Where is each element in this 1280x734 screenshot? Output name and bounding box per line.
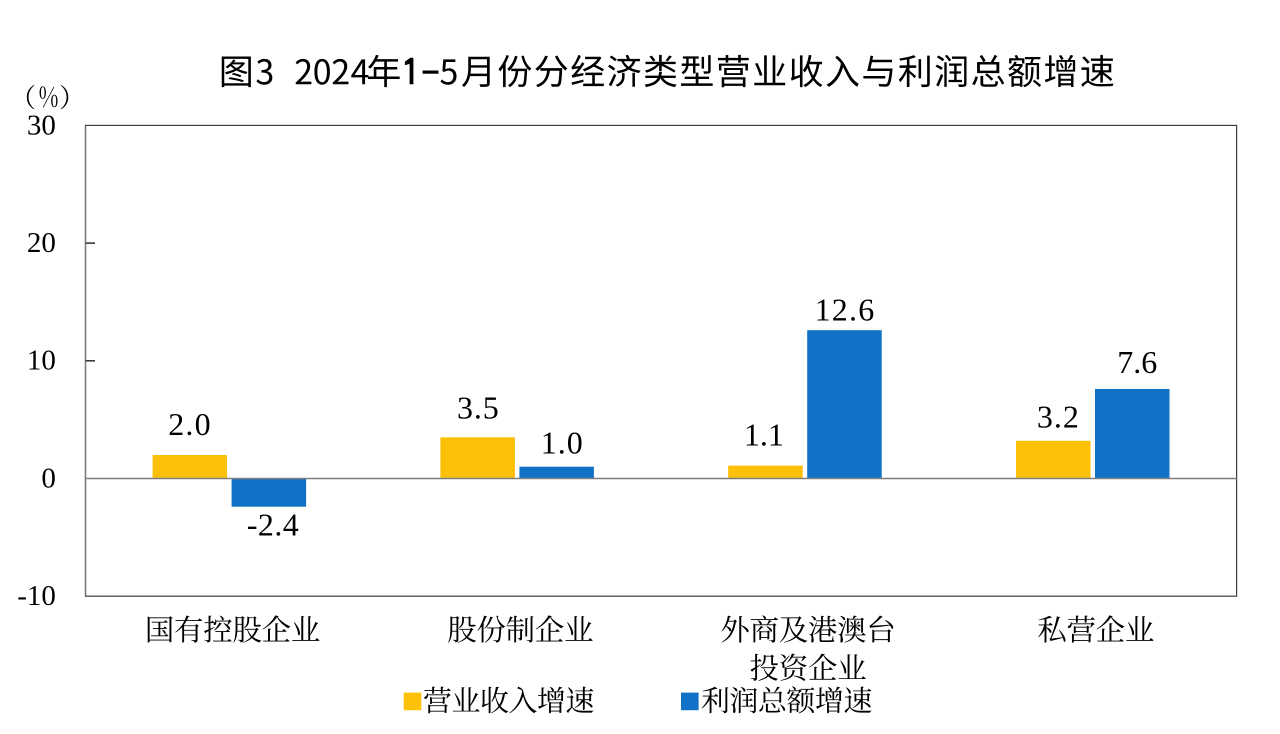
svg-text:30: 30 [27,109,56,141]
svg-text:1.0: 1.0 [541,424,584,460]
svg-text:7.6: 7.6 [1117,344,1157,380]
svg-text:20: 20 [27,227,56,259]
svg-text:12.6: 12.6 [815,292,876,328]
svg-text:3.5: 3.5 [457,389,500,425]
svg-text:1.1: 1.1 [744,416,784,452]
svg-text:3.2: 3.2 [1037,398,1080,434]
svg-text:0: 0 [41,462,56,494]
svg-text:-2.4: -2.4 [247,507,299,543]
svg-text:2.0: 2.0 [168,406,212,442]
svg-text:-10: -10 [17,580,56,612]
svg-text:10: 10 [27,345,56,377]
